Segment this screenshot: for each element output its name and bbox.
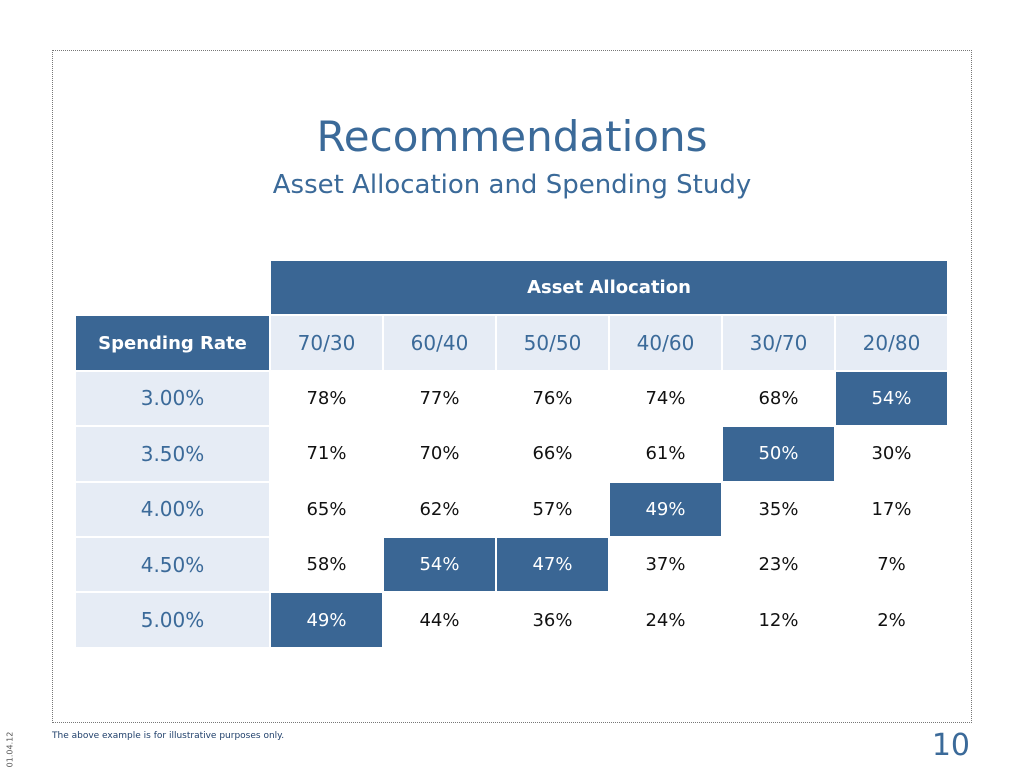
- cell: 71%: [270, 426, 383, 482]
- title: Recommendations: [316, 112, 708, 161]
- column-header: 60/40: [383, 315, 496, 371]
- highlighted-cell: 54%: [835, 370, 948, 427]
- date: 01.04.12: [5, 731, 15, 768]
- cell: 44%: [383, 592, 496, 648]
- cell: 78%: [270, 370, 383, 427]
- cell: 76%: [496, 370, 609, 427]
- highlighted-cell: 49%: [270, 592, 383, 648]
- cell: 30%: [835, 426, 948, 482]
- cell: 23%: [722, 537, 835, 593]
- cell: 62%: [383, 481, 496, 537]
- group-header: Asset Allocation: [270, 260, 948, 316]
- frame: [52, 50, 972, 723]
- subtitle: Asset Allocation and Spending Study: [272, 170, 752, 200]
- row-label: 4.50%: [75, 537, 270, 593]
- cell: 37%: [609, 537, 722, 593]
- cell: 7%: [835, 537, 948, 593]
- cell: 74%: [609, 370, 722, 427]
- column-header: 50/50: [496, 315, 609, 371]
- cell: 24%: [609, 592, 722, 648]
- cell: 65%: [270, 481, 383, 537]
- column-header: 70/30: [270, 315, 383, 371]
- cell: 35%: [722, 481, 835, 537]
- page-number: 10: [931, 728, 970, 763]
- cell: 77%: [383, 370, 496, 427]
- row-label: 4.00%: [75, 481, 270, 537]
- cell: 2%: [835, 592, 948, 648]
- row-label: 5.00%: [75, 592, 270, 648]
- cell: 57%: [496, 481, 609, 537]
- cell: 12%: [722, 592, 835, 648]
- cell: 66%: [496, 426, 609, 482]
- column-header: 20/80: [835, 315, 948, 371]
- highlighted-cell: 50%: [722, 426, 835, 482]
- row-label: 3.00%: [75, 370, 270, 427]
- cell: 17%: [835, 481, 948, 537]
- cell: 61%: [609, 426, 722, 482]
- cell: 36%: [496, 592, 609, 648]
- highlighted-cell: 49%: [609, 481, 722, 537]
- column-header: 30/70: [722, 315, 835, 371]
- highlighted-cell: 47%: [496, 537, 609, 593]
- cell: 70%: [383, 426, 496, 482]
- column-header: 40/60: [609, 315, 722, 371]
- row-label: 3.50%: [75, 426, 270, 482]
- row-header: Spending Rate: [75, 315, 270, 371]
- cell: 68%: [722, 370, 835, 427]
- cell: 58%: [270, 537, 383, 593]
- highlighted-cell: 54%: [383, 537, 496, 593]
- footnote: The above example is for illustrative pu…: [52, 731, 285, 741]
